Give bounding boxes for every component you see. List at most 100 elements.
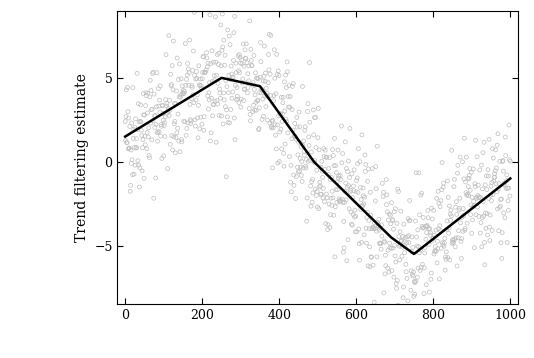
Point [376,240,384,246]
Point [328,188,336,194]
Point [178,139,186,145]
Point [131,162,139,168]
Point [241,56,250,62]
Point [145,153,153,158]
Point [375,227,383,233]
Point [470,245,478,251]
Point [278,146,286,152]
Point [216,95,225,101]
Point [321,147,329,153]
Point [392,285,401,291]
Point [347,188,355,193]
Point [451,204,460,210]
Point [491,168,499,174]
Point [450,184,458,190]
Point [192,97,200,103]
Point [157,124,166,129]
Point [419,225,427,231]
Point [191,117,199,123]
Point [394,189,403,194]
Point [466,166,474,171]
Point [280,108,289,114]
Point [209,102,218,107]
Point [206,80,214,86]
Point [272,52,281,57]
Point [413,243,421,249]
Point [305,143,313,149]
Point [499,210,508,216]
Point [218,47,226,53]
Point [317,164,325,170]
Point [391,253,399,259]
Point [440,240,449,246]
Point [427,276,435,282]
Point [435,200,443,206]
Point [448,241,457,246]
Point [268,125,276,131]
Point [452,199,461,204]
Point [493,206,502,212]
Point [437,245,445,251]
Point [413,274,422,280]
Point [404,233,413,238]
Point [380,238,389,244]
Point [428,236,437,241]
Point [122,113,130,119]
Point [238,80,247,86]
Point [332,170,341,175]
Point [239,41,247,47]
Point [252,100,260,105]
Point [165,97,174,103]
Point [247,58,255,63]
Point [219,90,228,96]
Point [365,226,373,232]
Point [261,70,270,76]
Point [391,206,399,212]
Point [367,254,375,260]
Point [219,37,228,43]
Point [217,113,226,119]
Point [481,262,489,268]
Point [468,217,477,223]
Point [444,194,452,200]
Point [124,146,132,152]
Point [333,179,341,185]
Point [343,258,351,263]
Point [355,226,363,232]
Point [344,237,352,243]
Point [500,182,508,188]
Point [496,203,505,209]
Point [237,57,246,63]
Point [226,42,234,48]
Point [479,199,488,204]
Point [498,230,506,236]
Y-axis label: Trend filtering estimate: Trend filtering estimate [75,73,89,242]
Point [235,52,244,57]
Point [468,194,476,200]
Point [313,204,322,210]
Point [420,250,429,256]
Point [127,147,135,153]
Point [290,133,299,139]
Point [327,202,336,208]
Point [403,234,412,240]
Point [292,136,300,142]
Point [386,245,394,251]
Point [407,268,415,274]
Point [473,154,481,160]
Point [475,214,483,219]
Point [223,84,231,90]
Point [302,156,311,162]
Point [302,165,310,171]
Point [467,170,476,175]
Point [281,72,290,78]
Point [372,164,380,169]
Point [406,218,414,223]
Point [174,111,182,117]
Point [474,195,483,200]
Point [477,162,485,168]
Point [389,226,398,232]
Point [325,201,333,207]
Point [435,223,444,229]
Point [156,133,165,139]
